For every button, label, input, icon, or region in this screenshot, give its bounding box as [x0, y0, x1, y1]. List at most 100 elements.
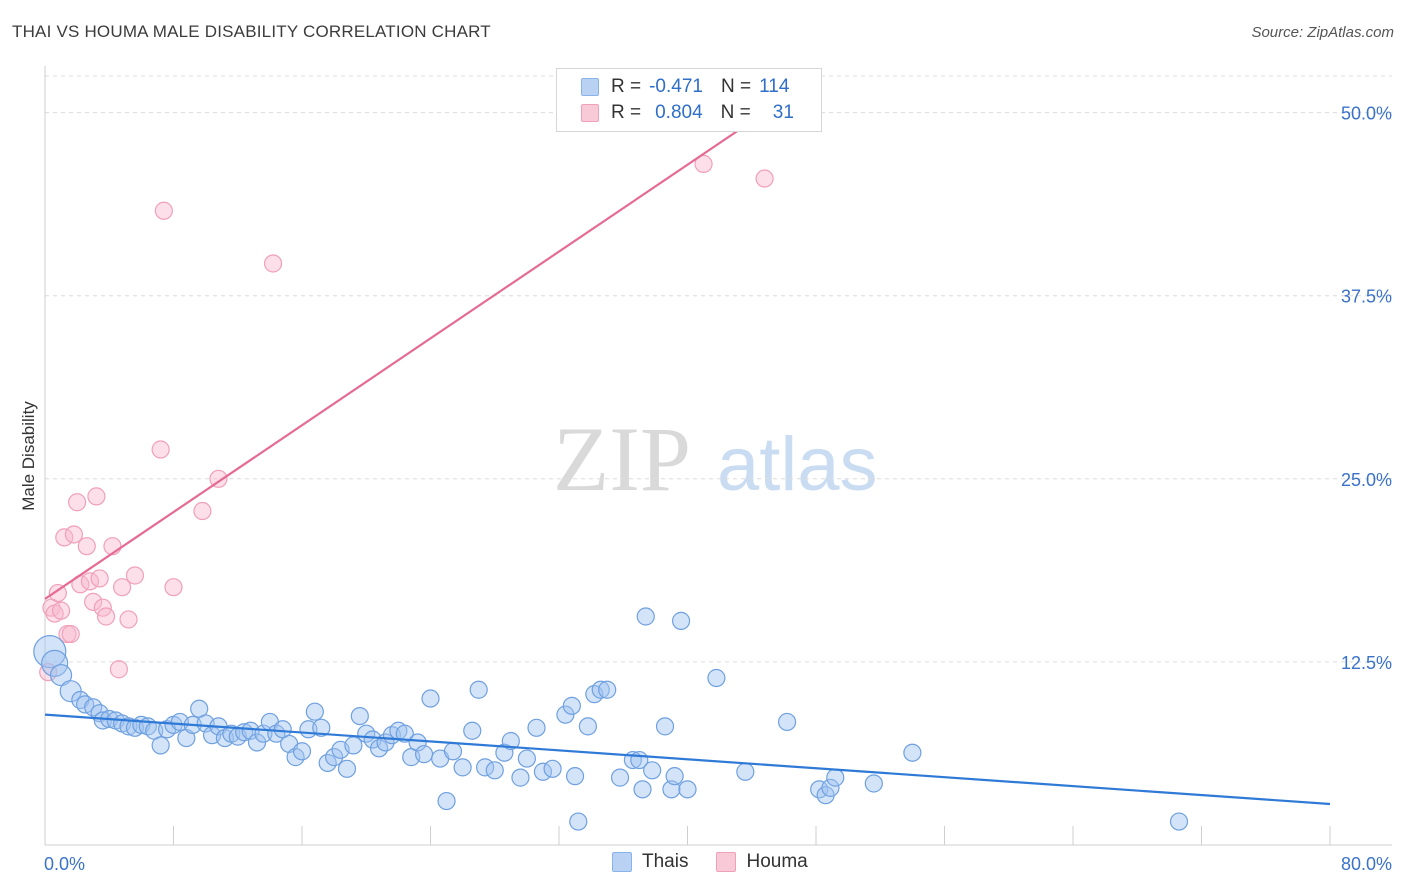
- houma-point: [125, 566, 145, 585]
- thai-point: [337, 759, 357, 778]
- houma-n-value: 31: [772, 102, 794, 123]
- thai-point: [517, 749, 536, 768]
- houma-point: [119, 610, 138, 629]
- thai-point: [414, 745, 434, 764]
- houma-point: [96, 607, 116, 626]
- thai-point: [292, 742, 312, 761]
- thai-trend-line: [44, 713, 1331, 806]
- thai-point: [633, 780, 652, 799]
- legend-row-houma: R = 0.804 N = 31: [581, 101, 794, 125]
- chart-title: THAI VS HOUMA MALE DISABILITY CORRELATIO…: [12, 22, 491, 41]
- thai-swatch: [581, 78, 599, 96]
- thai-point: [777, 712, 797, 732]
- thai-point: [665, 767, 684, 786]
- trend-lines: [44, 111, 1331, 806]
- thai-point: [421, 689, 440, 708]
- houma-point: [51, 601, 71, 620]
- thai-point: [569, 812, 588, 831]
- thai-point: [151, 736, 170, 755]
- x-tick-label: 80.0%: [1341, 854, 1392, 874]
- y-tick-label: 50.0%: [1341, 104, 1392, 124]
- thai-point: [591, 680, 610, 699]
- thai-point: [93, 711, 112, 730]
- r-label: R =: [611, 76, 642, 97]
- thai-point: [408, 733, 427, 752]
- thai-point: [598, 680, 617, 699]
- grid-lines: [45, 75, 1392, 663]
- houma-trend-line: [44, 111, 766, 600]
- thai-point: [1169, 812, 1189, 831]
- thai-point: [325, 748, 344, 767]
- thai-point: [511, 768, 530, 787]
- legend-box: R = -0.471 N = 114 R = 0.804 N = 31: [556, 68, 822, 132]
- houma-point: [61, 624, 80, 644]
- houma-point: [209, 469, 228, 488]
- houma-point: [48, 583, 67, 603]
- n-label: N =: [720, 102, 751, 123]
- thai-point: [463, 721, 482, 740]
- y-tick-label: 37.5%: [1341, 287, 1392, 307]
- bottom-legend-houma: Houma: [716, 851, 808, 873]
- thai-points: [33, 607, 1189, 831]
- thai-point: [821, 778, 840, 797]
- houma-point: [755, 169, 774, 188]
- thai-point: [826, 768, 845, 787]
- watermark-zip: ZIP: [553, 408, 691, 510]
- thai-point: [527, 718, 546, 737]
- thai-point: [636, 607, 655, 626]
- thai-point: [453, 758, 472, 777]
- bottom-legend: Thais Houma: [612, 851, 836, 873]
- houma-point: [193, 501, 212, 521]
- thai-point: [643, 761, 662, 780]
- thai-point: [501, 731, 520, 751]
- houma-point: [154, 201, 173, 220]
- houma-point: [109, 660, 128, 679]
- houma-label: Houma: [746, 851, 808, 872]
- houma-point: [68, 493, 87, 512]
- thai-point: [350, 707, 369, 726]
- legend-row-thai: R = -0.471 N = 114: [581, 75, 789, 99]
- houma-r-value: 0.804: [655, 102, 703, 123]
- thais-label: Thais: [642, 851, 689, 872]
- houma-point: [77, 537, 96, 556]
- houma-point: [112, 578, 132, 597]
- thai-point: [41, 649, 69, 677]
- houma-swatch: [581, 104, 599, 122]
- thai-point: [49, 663, 73, 687]
- houma-point: [263, 254, 283, 273]
- thai-point: [485, 761, 504, 780]
- n-label: N =: [720, 76, 752, 97]
- thai-r-value: -0.471: [649, 76, 703, 97]
- bottom-legend-thais: Thais: [612, 851, 688, 873]
- thai-point: [395, 724, 414, 743]
- thai-point: [562, 696, 581, 715]
- thai-point: [312, 718, 331, 737]
- thai-point: [610, 768, 630, 787]
- houma-point: [64, 525, 84, 544]
- tick-labels: 12.5% 25.0% 37.5% 50.0% 0.0% 80.0%: [44, 104, 1392, 874]
- houma-point: [151, 440, 170, 459]
- houma-point: [694, 154, 713, 173]
- y-axis-label: Male Disability: [19, 401, 38, 511]
- houma-point: [90, 569, 109, 588]
- source-label: Source: ZipAtlas.com: [1251, 24, 1394, 41]
- thai-point: [578, 717, 598, 736]
- thai-point: [736, 762, 755, 781]
- houma-swatch: [716, 852, 737, 872]
- thais-swatch: [612, 852, 632, 872]
- y-tick-label: 25.0%: [1341, 470, 1392, 490]
- thai-point: [671, 611, 691, 630]
- thai-point: [565, 767, 585, 786]
- thai-point: [443, 742, 463, 761]
- watermark-atlas: atlas: [717, 422, 878, 507]
- thai-point: [305, 702, 324, 721]
- thai-point: [495, 743, 514, 762]
- y-tick-label: 12.5%: [1341, 653, 1392, 673]
- houma-point: [87, 487, 106, 506]
- houma-point: [164, 578, 183, 597]
- thai-point: [469, 680, 488, 699]
- thai-point: [543, 759, 562, 778]
- x-tick-label: 0.0%: [44, 854, 85, 874]
- thai-point: [707, 668, 726, 688]
